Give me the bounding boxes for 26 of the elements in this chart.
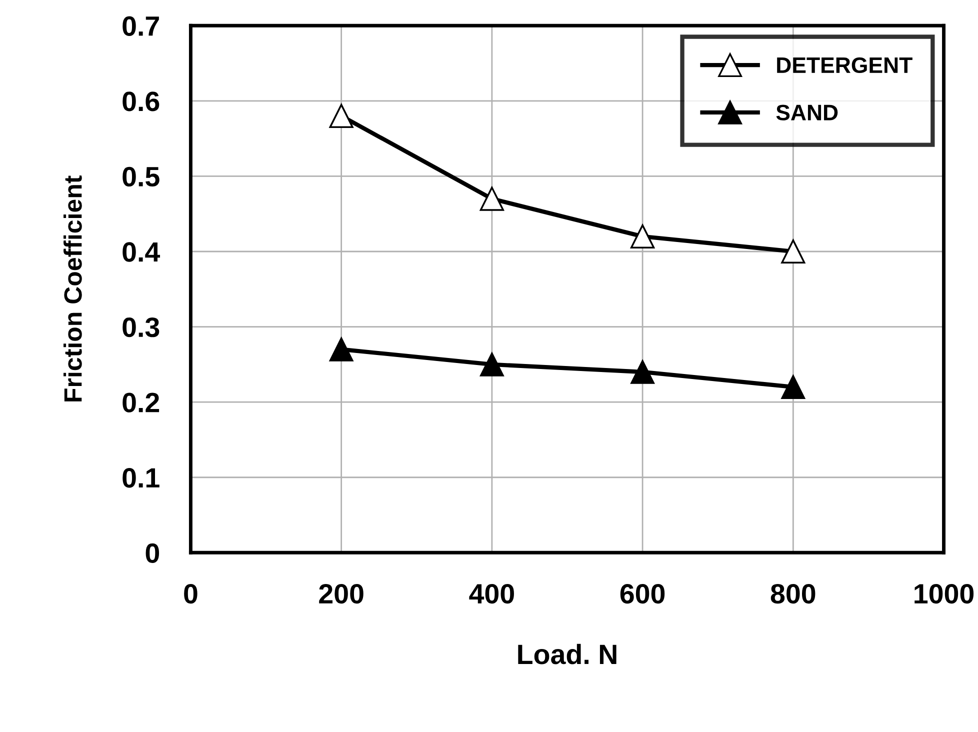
x-axis-title: Load. N bbox=[518, 644, 616, 664]
x-tick-label: 1000 bbox=[914, 584, 974, 604]
y-tick-label: 0 bbox=[146, 543, 160, 563]
x-tick-label: 0 bbox=[184, 584, 198, 604]
y-tick-label: 0.7 bbox=[122, 16, 159, 36]
y-axis-title: Friction Coefficient bbox=[64, 176, 82, 402]
point bbox=[480, 352, 504, 376]
point bbox=[630, 360, 654, 384]
x-tick-label: 200 bbox=[319, 584, 364, 604]
point bbox=[329, 337, 354, 362]
point bbox=[781, 240, 806, 264]
point bbox=[781, 375, 806, 399]
x-tick-label: 600 bbox=[620, 584, 665, 604]
y-tick-label: 0.4 bbox=[122, 242, 160, 262]
point bbox=[329, 104, 354, 128]
x-tick-label: 800 bbox=[770, 584, 816, 604]
legend-label: DETERGENT bbox=[777, 57, 912, 74]
y-tick-label: 0.2 bbox=[122, 392, 160, 412]
y-tick-label: 0.5 bbox=[122, 166, 160, 187]
legend-label: SAND bbox=[776, 104, 838, 120]
x-tick-label: 400 bbox=[469, 584, 514, 604]
y-tick-label: 0.3 bbox=[122, 317, 160, 338]
y-tick-label: 0.6 bbox=[122, 92, 160, 112]
point bbox=[480, 186, 504, 211]
y-tick-label: 0.1 bbox=[122, 468, 160, 488]
point bbox=[630, 224, 654, 248]
